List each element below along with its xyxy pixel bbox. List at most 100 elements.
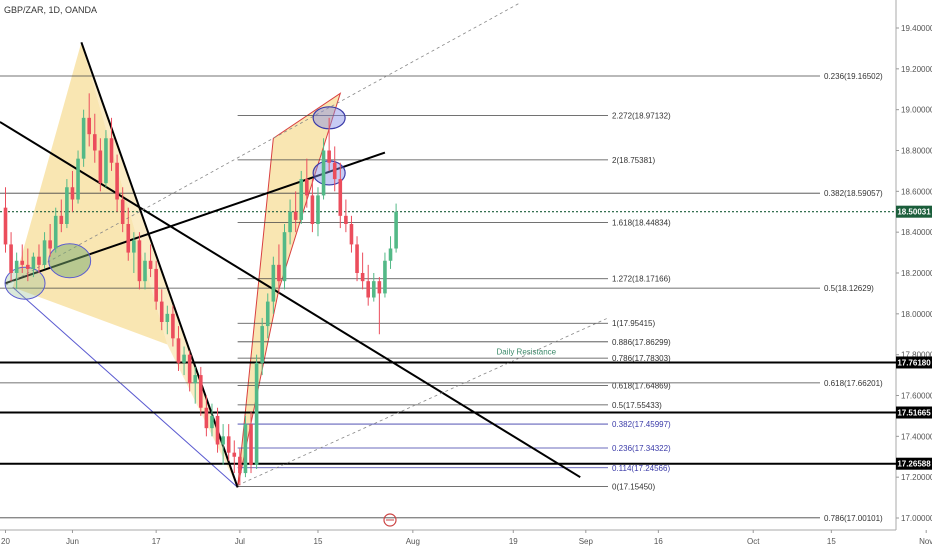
candle-body [154, 268, 158, 302]
candle[interactable] [394, 203, 398, 253]
candle[interactable] [171, 305, 175, 347]
candle[interactable] [104, 130, 108, 188]
candle[interactable] [137, 232, 142, 290]
candle[interactable] [215, 407, 220, 453]
candle-body [232, 452, 237, 457]
candle[interactable] [154, 260, 158, 310]
candle[interactable] [176, 326, 181, 371]
candle-body [383, 260, 387, 294]
candle[interactable] [126, 207, 131, 261]
candle[interactable] [221, 424, 225, 465]
price-tick-label: 17.20000 [901, 473, 932, 482]
candle[interactable] [182, 346, 186, 376]
candle[interactable] [383, 252, 387, 298]
candle[interactable] [254, 354, 259, 469]
fib-level-label: 0.382(17.45997) [612, 420, 671, 429]
candle[interactable] [159, 289, 164, 331]
candle-body [81, 117, 86, 159]
candle[interactable] [305, 158, 309, 208]
candle[interactable] [338, 162, 343, 229]
candle[interactable] [81, 109, 86, 167]
time-tick-label: Jun [66, 537, 79, 546]
candle-body [260, 326, 264, 363]
candle[interactable] [31, 252, 36, 278]
candle[interactable] [143, 252, 147, 290]
candle-body [271, 264, 276, 302]
candle[interactable] [37, 244, 41, 273]
candle[interactable] [260, 317, 264, 376]
candle[interactable] [344, 199, 348, 233]
candle[interactable] [210, 403, 214, 437]
candle[interactable] [243, 415, 248, 478]
candle[interactable] [59, 199, 64, 233]
candle[interactable] [321, 138, 326, 200]
candle[interactable] [271, 256, 276, 314]
candle[interactable] [277, 244, 281, 294]
candle[interactable] [70, 170, 75, 212]
fib-level-label: 0.382(18.59057) [824, 189, 883, 198]
level-price-badge-label: 17.26588 [897, 460, 931, 469]
price-tick-label: 17.00000 [901, 514, 932, 523]
candle-body [321, 150, 326, 196]
candle[interactable] [65, 179, 69, 229]
candle[interactable] [288, 199, 292, 245]
candle[interactable] [332, 146, 337, 192]
candle[interactable] [377, 277, 382, 335]
candle[interactable] [87, 93, 91, 147]
candle[interactable] [327, 117, 331, 171]
candle[interactable] [232, 440, 237, 474]
candle-body [137, 240, 142, 282]
level-price-badge-label: 17.51665 [897, 409, 931, 418]
candle[interactable] [20, 244, 25, 273]
candle[interactable] [265, 293, 270, 339]
candle[interactable] [360, 252, 365, 290]
candle[interactable] [226, 424, 231, 461]
descending-trend-line[interactable] [0, 121, 581, 479]
candle[interactable] [92, 113, 97, 163]
candle[interactable] [293, 191, 298, 233]
daily-resistance-annotation: Daily Resistance [497, 348, 557, 357]
candle[interactable] [204, 395, 209, 437]
candle[interactable] [132, 232, 136, 273]
candle[interactable] [3, 187, 8, 253]
candle[interactable] [249, 411, 253, 474]
time-tick-label: Aug [406, 537, 420, 546]
candle[interactable] [14, 252, 19, 290]
candle[interactable] [26, 248, 30, 282]
candle[interactable] [98, 138, 103, 192]
candle[interactable] [193, 366, 198, 404]
candle-body [299, 179, 304, 220]
candle-body [243, 424, 248, 474]
pivot-highlight-ellipse [48, 243, 92, 279]
candle[interactable] [371, 273, 376, 302]
candle[interactable] [238, 448, 242, 486]
candle[interactable] [366, 264, 370, 306]
candle[interactable] [109, 117, 114, 171]
upper-channel-line[interactable] [5, 3, 520, 286]
candle[interactable] [310, 179, 315, 233]
candle[interactable] [355, 236, 359, 282]
time-tick-label: 20 [1, 537, 10, 546]
candle[interactable] [42, 232, 47, 269]
pattern-base-line [12, 286, 238, 488]
candle[interactable] [388, 236, 393, 269]
candle[interactable] [349, 215, 354, 253]
candle[interactable] [199, 366, 203, 416]
candle[interactable] [187, 350, 192, 392]
fib-level-label: 0(17.15450) [612, 482, 655, 491]
candle[interactable] [316, 187, 320, 237]
candle[interactable] [48, 224, 52, 257]
lower-channel-line[interactable] [237, 317, 609, 486]
candle[interactable] [299, 170, 304, 224]
candle[interactable] [9, 232, 13, 282]
candle[interactable] [76, 150, 80, 204]
candle[interactable] [165, 305, 170, 335]
candle-body [26, 264, 30, 269]
candle[interactable] [53, 207, 58, 253]
candle[interactable] [120, 187, 125, 233]
candle[interactable] [148, 244, 153, 278]
candle[interactable] [282, 224, 287, 290]
candle-body [92, 134, 97, 151]
candle[interactable] [115, 154, 119, 212]
